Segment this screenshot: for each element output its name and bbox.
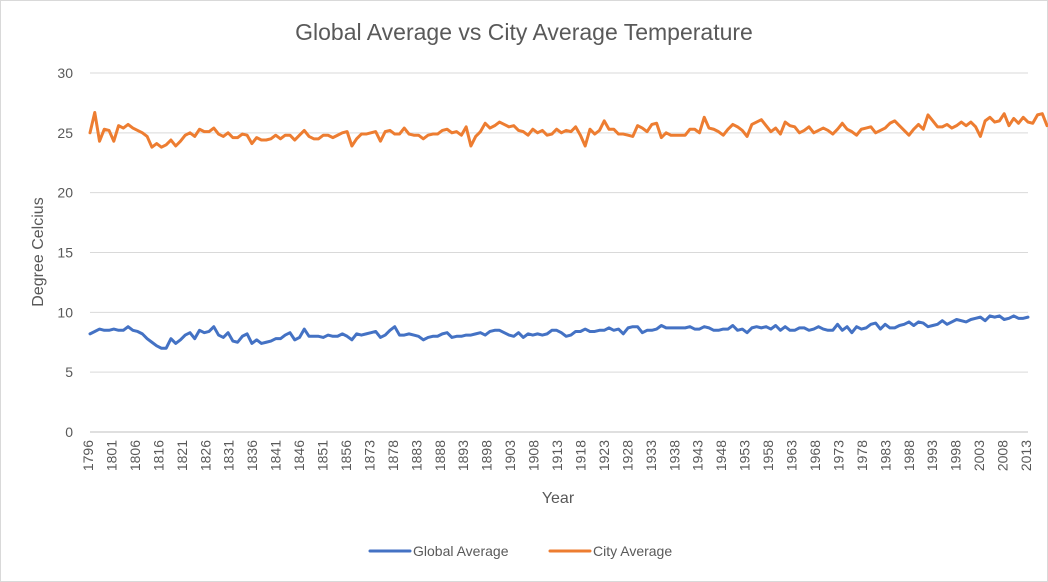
x-tick-label: 1948 xyxy=(713,440,729,471)
x-tick-label: 1851 xyxy=(315,440,331,471)
y-axis-title: Degree Celcius xyxy=(30,197,47,306)
x-tick-label: 1846 xyxy=(291,440,307,471)
x-tick-label: 1796 xyxy=(80,440,96,471)
x-tick-label: 1928 xyxy=(619,440,635,471)
x-tick-label: 1826 xyxy=(197,440,213,471)
x-tick-label: 1883 xyxy=(408,440,424,471)
x-tick-label: 1973 xyxy=(830,440,846,471)
x-tick-label: 1821 xyxy=(174,440,190,471)
series-lines xyxy=(88,110,1048,350)
series-line-global-average xyxy=(88,314,1030,350)
y-tick-label: 30 xyxy=(57,65,73,81)
x-axis-ticks: 1796 1801 1806 1816 1821 1826 1831 1836 1841 1846… xyxy=(80,440,1034,471)
x-tick-label: 1903 xyxy=(502,440,518,471)
y-tick-label: 20 xyxy=(57,185,73,201)
x-tick-label: 1968 xyxy=(807,440,823,471)
y-tick-label: 5 xyxy=(65,364,73,380)
x-tick-label: 1893 xyxy=(455,440,471,471)
x-tick-label: 1878 xyxy=(385,440,401,471)
x-tick-label: 1943 xyxy=(690,440,706,471)
x-tick-label: 1888 xyxy=(432,440,448,471)
x-tick-label: 1983 xyxy=(877,440,893,471)
y-tick-label: 0 xyxy=(65,424,73,440)
chart-title: Global Average vs City Average Temperatu… xyxy=(295,19,753,45)
x-axis-title: Year xyxy=(542,490,575,507)
series-line-city-average xyxy=(88,110,1048,149)
x-tick-label: 1918 xyxy=(572,440,588,471)
x-tick-label: 1831 xyxy=(221,440,237,471)
y-axis-ticks: 0 5 10 15 20 25 30 xyxy=(57,65,73,440)
y-tick-label: 15 xyxy=(57,245,73,261)
x-tick-label: 1908 xyxy=(526,440,542,471)
y-tick-label: 10 xyxy=(57,304,73,320)
x-tick-label: 1938 xyxy=(666,440,682,471)
x-tick-label: 1898 xyxy=(479,440,495,471)
x-tick-label: 1913 xyxy=(549,440,565,471)
x-tick-label: 1806 xyxy=(127,440,143,471)
legend: Global Average City Average xyxy=(368,543,672,559)
x-tick-label: 1978 xyxy=(854,440,870,471)
x-tick-label: 1923 xyxy=(596,440,612,471)
x-tick-label: 1988 xyxy=(901,440,917,471)
x-tick-label: 1841 xyxy=(268,440,284,471)
x-tick-label: 1801 xyxy=(103,440,119,471)
x-tick-label: 2013 xyxy=(1018,440,1034,471)
x-tick-label: 1993 xyxy=(924,440,940,471)
x-tick-label: 1873 xyxy=(361,440,377,471)
x-tick-label: 1816 xyxy=(150,440,166,471)
legend-label: City Average xyxy=(593,543,672,559)
y-tick-label: 25 xyxy=(57,125,73,141)
x-tick-label: 2008 xyxy=(995,440,1011,471)
x-tick-label: 1933 xyxy=(643,440,659,471)
x-tick-label: 1963 xyxy=(784,440,800,471)
x-tick-label: 1998 xyxy=(948,440,964,471)
x-tick-label: 1836 xyxy=(244,440,260,471)
x-tick-label: 1856 xyxy=(338,440,354,471)
legend-label: Global Average xyxy=(413,543,509,559)
x-tick-label: 2003 xyxy=(971,440,987,471)
x-tick-label: 1953 xyxy=(737,440,753,471)
x-tick-label: 1958 xyxy=(760,440,776,471)
